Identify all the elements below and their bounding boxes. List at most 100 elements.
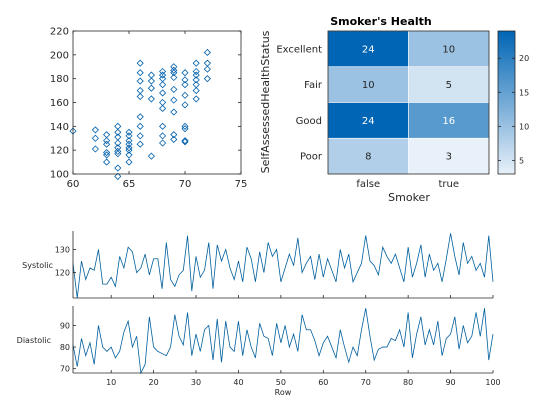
scatter-point — [91, 126, 99, 134]
scatter-point — [159, 132, 167, 140]
scatter-point — [147, 152, 155, 160]
diastolic-y-tick-label: 80 — [60, 343, 70, 352]
scatter-plot: 60 65 70 75 100 120 140 160 180 200 220 — [50, 27, 247, 191]
systolic-y-tick-label: 120 — [55, 269, 70, 278]
scatter-point — [203, 75, 211, 83]
scatter-point — [114, 147, 122, 155]
scatter-point — [170, 66, 178, 74]
scatter-point — [159, 98, 167, 107]
heatmap-cell-value: 10 — [442, 44, 455, 55]
scatter-point — [103, 140, 111, 148]
scatter-point — [136, 140, 144, 148]
scatter-point — [192, 71, 200, 79]
heatmap-cell — [327, 66, 409, 103]
scatter-point — [159, 122, 167, 130]
heatmap-cell-value: 24 — [362, 116, 375, 127]
scatter-point — [170, 131, 178, 139]
diastolic-series-line — [72, 308, 494, 375]
scatter-y-tick-label: 140 — [50, 122, 69, 133]
scatter-point — [159, 71, 167, 79]
scatter-y-tick-label: 200 — [50, 50, 69, 61]
heatmap-cell — [408, 30, 490, 68]
diastolic-y-tick-label: 90 — [60, 321, 70, 330]
scatter-point — [91, 134, 99, 142]
diastolic-y-ticks: 70 80 90 — [60, 321, 76, 374]
scatter-point — [125, 132, 133, 140]
scatter-point — [170, 135, 178, 144]
row-x-tick-label: 90 — [445, 378, 455, 387]
row-x-ticks: 10 20 30 40 50 60 70 80 90 100 — [106, 295, 501, 387]
systolic-y-ticks: 120 130 — [55, 245, 76, 278]
scatter-point — [136, 122, 144, 130]
scatter-point — [114, 150, 122, 158]
scatter-point — [203, 48, 211, 57]
scatter-point — [103, 137, 111, 145]
scatter-y-tick-label: 180 — [50, 74, 69, 85]
scatter-point — [103, 151, 111, 159]
scatter-point — [170, 63, 178, 71]
heatmap-x-category: true — [438, 179, 459, 190]
scatter-point — [192, 67, 200, 76]
row-x-tick-label: 20 — [149, 378, 159, 387]
heatmap-cell-value: 8 — [365, 152, 371, 163]
scatter-point — [136, 113, 144, 121]
heatmap-cell-value: 16 — [442, 116, 455, 127]
scatter-point — [103, 131, 111, 139]
scatter-point — [159, 139, 167, 147]
heatmap-y-category: Good — [296, 116, 322, 127]
scatter-point — [203, 65, 211, 73]
scatter-points — [69, 48, 211, 180]
systolic-y-tick-label: 130 — [55, 245, 70, 254]
scatter-axes-box — [72, 30, 242, 175]
scatter-point — [125, 137, 133, 145]
scatter-point — [147, 77, 155, 85]
scatter-point — [125, 151, 133, 159]
heatmap-x-label: Smoker — [388, 191, 430, 204]
row-x-label: Row — [275, 388, 292, 397]
scatter-y-tick-label: 220 — [50, 27, 69, 38]
colorbar-tick-label: 15 — [519, 88, 529, 97]
scatter-point — [181, 122, 189, 130]
row-x-tick-label: 10 — [106, 378, 116, 387]
scatter-point — [136, 132, 144, 140]
diastolic-axes: 70 80 90 Diastolic — [17, 306, 494, 375]
scatter-point — [181, 101, 189, 109]
scatter-point — [147, 71, 155, 79]
scatter-point — [147, 84, 155, 92]
systolic-axes: 120 130 Systolic — [22, 231, 494, 299]
scatter-point — [170, 108, 178, 116]
scatter-point — [192, 95, 200, 103]
scatter-point — [159, 89, 167, 97]
stacked-line-plot: 120 130 Systolic 70 80 90 Diastolic 10 20 30 4… — [17, 231, 501, 397]
row-x-tick-label: 60 — [318, 378, 328, 387]
scatter-x-ticks: 60 65 70 75 — [67, 31, 248, 190]
colorbar-tick-label: 20 — [519, 54, 529, 63]
scatter-point — [181, 91, 189, 99]
scatter-point — [159, 104, 167, 113]
scatter-point — [181, 125, 189, 133]
scatter-x-tick-label: 70 — [179, 179, 192, 190]
scatter-point — [159, 67, 167, 76]
heatmap-x-categories: false true — [356, 179, 459, 190]
heatmap-y-category: Poor — [300, 152, 323, 163]
scatter-point — [125, 140, 133, 148]
heatmap-frame — [327, 30, 490, 175]
scatter-x-tick-label: 75 — [235, 179, 248, 190]
heatmap-y-label: SelfAssessedHealthStatus — [259, 30, 272, 173]
heatmap-cell — [327, 102, 409, 139]
scatter-point — [170, 73, 178, 82]
scatter-point — [203, 59, 211, 67]
scatter-point — [192, 59, 200, 67]
scatter-point — [159, 75, 167, 83]
heatmap-y-category: Fair — [304, 80, 323, 91]
scatter-point — [181, 81, 189, 89]
scatter-x-tick-label: 65 — [123, 179, 136, 190]
scatter-point — [91, 145, 99, 153]
scatter-point — [136, 87, 144, 95]
scatter-point — [136, 77, 144, 85]
scatter-point — [125, 146, 133, 154]
heatmap-cell — [327, 137, 409, 175]
scatter-point — [181, 138, 189, 146]
systolic-series-line — [72, 233, 494, 299]
